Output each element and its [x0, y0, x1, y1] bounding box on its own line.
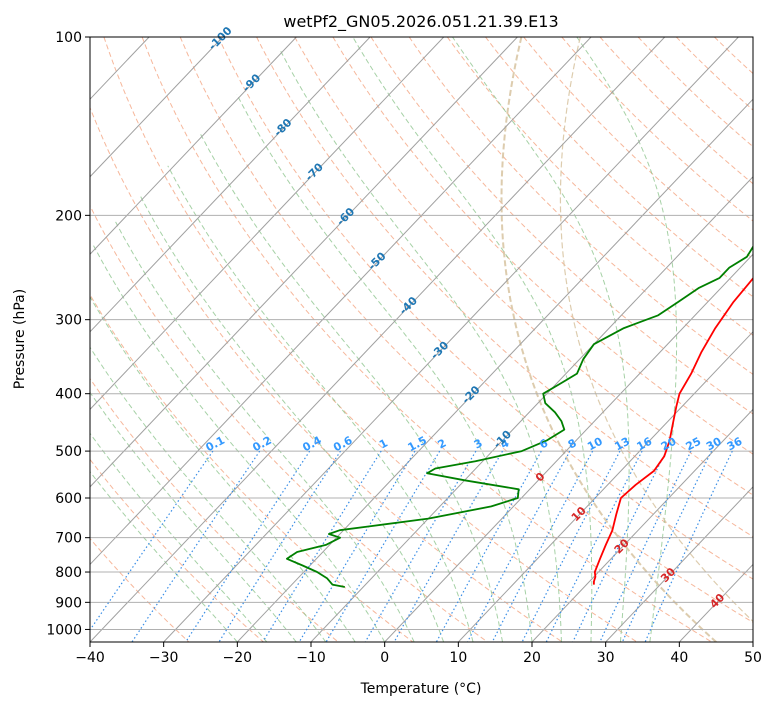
- moist-adiabat-line: [236, 94, 533, 642]
- mixing-ratio-label: 13: [612, 435, 632, 454]
- isotherm-line: [384, 253, 753, 642]
- mixing-ratio-line: [298, 450, 416, 642]
- moist-adiabat-line: [167, 165, 474, 642]
- dry-adiabat-line: [637, 37, 753, 148]
- moist-adiabat-line: [452, 37, 630, 642]
- y-tick-label: 800: [55, 565, 82, 581]
- moist-adiabat-line: [90, 295, 356, 642]
- isotherm-line: [752, 641, 753, 642]
- moist-adiabat-line: [352, 37, 593, 642]
- temperature-line: [593, 276, 753, 585]
- moist-adiabat-line: [90, 470, 238, 642]
- x-tick-label: 30: [597, 650, 615, 666]
- dry-adiabat-line: [179, 37, 753, 623]
- mixing-ratio-line: [491, 450, 594, 642]
- y-tick-label: 300: [55, 313, 82, 329]
- isotherm-line: [457, 331, 753, 642]
- isotherm-line: [531, 408, 753, 642]
- dewpoint-line: [286, 245, 753, 588]
- dry-adiabat-line: [141, 37, 712, 642]
- reference-curve-line: [559, 37, 753, 623]
- mixing-ratio-line: [644, 450, 733, 642]
- isotherm-line: [90, 37, 297, 256]
- y-tick-label: 900: [55, 595, 82, 611]
- moist-adiabat-line: [90, 346, 327, 642]
- mixing-ratio-line: [90, 450, 214, 631]
- isotherm-line: [90, 37, 371, 333]
- y-tick-label: 1000: [46, 622, 82, 638]
- dry-adiabat-line: [256, 37, 753, 538]
- isotherm-line: [90, 37, 592, 566]
- dry-adiabat-line: [561, 37, 753, 222]
- y-tick-label: 600: [55, 491, 82, 507]
- y-axis-label: Pressure (hPa): [12, 289, 28, 389]
- isotherm-line: [163, 37, 739, 642]
- dry-adiabat-line: [485, 37, 753, 298]
- x-tick-label: −40: [75, 650, 105, 666]
- background-lines: [0, 37, 753, 642]
- x-tick-label: 50: [744, 650, 762, 666]
- dry-adiabat-line: [446, 37, 753, 336]
- moist-adiabat-line: [576, 37, 678, 642]
- mixing-ratio-line: [572, 450, 667, 642]
- profile-lines: [286, 245, 753, 588]
- mixing-ratio-label: 16: [635, 435, 655, 454]
- mixing-ratio-label: 10: [585, 435, 605, 454]
- isotherm-line: [310, 176, 753, 642]
- dry-adiabat-line: [217, 37, 753, 580]
- y-tick-label: 500: [55, 444, 82, 460]
- moist-adiabat-line: [279, 49, 562, 642]
- isotherm-line: [90, 37, 445, 411]
- moist-adiabat-line: [139, 195, 445, 642]
- moist-adiabat-line: [93, 245, 386, 642]
- y-tick-label: 700: [55, 531, 82, 547]
- dry-adiabat-line: [294, 37, 753, 496]
- x-tick-label: 10: [449, 650, 467, 666]
- plot-frame: [89, 36, 754, 643]
- y-tick-label: 400: [55, 387, 82, 403]
- x-axis-label: Temperature (°C): [360, 681, 482, 697]
- x-tick-label: −10: [296, 650, 326, 666]
- mixing-ratio-line: [435, 450, 542, 642]
- isotherm-line: [90, 37, 666, 642]
- mixing-ratio-line: [599, 450, 692, 642]
- moist-adiabat-line: [115, 221, 415, 642]
- isotherm-line: [90, 37, 224, 178]
- mixing-ratio-line: [364, 450, 477, 642]
- mixing-ratio-label: 20: [659, 435, 679, 454]
- dry-adiabat-line: [90, 106, 563, 642]
- dry-adiabat-line: [90, 293, 414, 642]
- y-tick-label: 200: [55, 208, 82, 224]
- mixing-ratio-line: [466, 450, 571, 642]
- mixing-ratio-label: 36: [725, 435, 745, 454]
- isotherm-line: [0, 37, 2, 642]
- dry-adiabat-line: [752, 37, 753, 39]
- x-tick-label: 0: [380, 650, 389, 666]
- dry-adiabat-line: [370, 37, 753, 415]
- x-tick-label: −30: [149, 650, 179, 666]
- chart-title: wetPf2_GN05.2026.051.21.39.E13: [283, 12, 558, 32]
- isotherm-line: [605, 486, 753, 642]
- y-tick-label: 100: [55, 30, 82, 46]
- x-tick-label: 40: [670, 650, 688, 666]
- mixing-ratio-label: 30: [704, 435, 724, 454]
- x-tick-label: −20: [223, 650, 253, 666]
- mixing-ratio-line: [218, 450, 342, 642]
- mixing-ratio-line: [325, 450, 441, 642]
- axis-ticks: −40 −30 −20 −10 0 10 20 30 40 50 100 200 300 400 500 60…: [46, 30, 762, 666]
- x-tick-label: 20: [523, 650, 541, 666]
- dry-adiabat-line: [90, 458, 264, 642]
- dry-adiabat-line: [408, 37, 753, 375]
- mixing-ratio-label: 25: [684, 435, 704, 454]
- dry-adiabat-line: [90, 204, 488, 642]
- isotherm-line: [90, 37, 518, 488]
